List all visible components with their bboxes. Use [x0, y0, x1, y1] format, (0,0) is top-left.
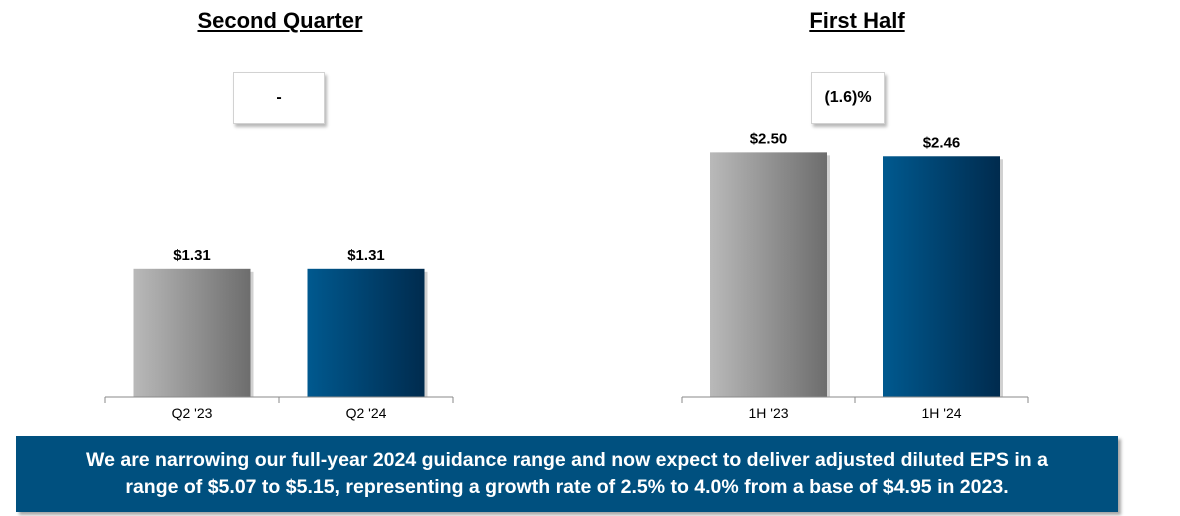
- guidance-banner: We are narrowing our full-year 2024 guid…: [16, 436, 1118, 512]
- data-label: $1.31: [347, 247, 385, 264]
- tick-label: Q2 '24: [346, 405, 387, 421]
- change-label: (1.6)%: [824, 89, 872, 106]
- change-box: (1.6)%: [811, 72, 885, 124]
- bar-shadow: [827, 155, 830, 397]
- change-label: -: [276, 89, 282, 106]
- change-box: -: [233, 72, 325, 124]
- banner-line-2: range of $5.07 to $5.15, representing a …: [125, 476, 1009, 498]
- tick-label: 1H '24: [921, 405, 961, 421]
- tick-label: Q2 '23: [172, 405, 213, 421]
- tick-label: 1H '23: [748, 405, 788, 421]
- bar: [307, 268, 425, 397]
- data-label: $2.46: [923, 134, 961, 151]
- banner-line-1: We are narrowing our full-year 2024 guid…: [86, 449, 1048, 471]
- bar: [710, 152, 827, 397]
- data-label: $1.31: [173, 247, 211, 264]
- chart-title: First Half: [809, 8, 905, 33]
- bar: [883, 156, 1000, 397]
- bar-shadow: [424, 271, 428, 397]
- bar: [133, 268, 251, 397]
- bar-shadow: [250, 271, 254, 397]
- bar-chart-second-quarter: $1.31 Q2 '23 $1.31 Q2 '24: [104, 247, 454, 421]
- chart-panel-second-quarter: Second Quarter - $1.31 Q2 '23 $1.31 Q2 '24: [0, 0, 560, 432]
- bar-shadow: [1000, 159, 1003, 397]
- chart-title: Second Quarter: [197, 8, 363, 33]
- bar-chart-first-half: $2.50 1H '23 $2.46 1H '24: [681, 130, 1029, 421]
- data-label: $2.50: [750, 130, 788, 147]
- chart-panel-first-half: First Half (1.6)% $2.50 1H '23 $2.46 1H '24: [577, 0, 1137, 432]
